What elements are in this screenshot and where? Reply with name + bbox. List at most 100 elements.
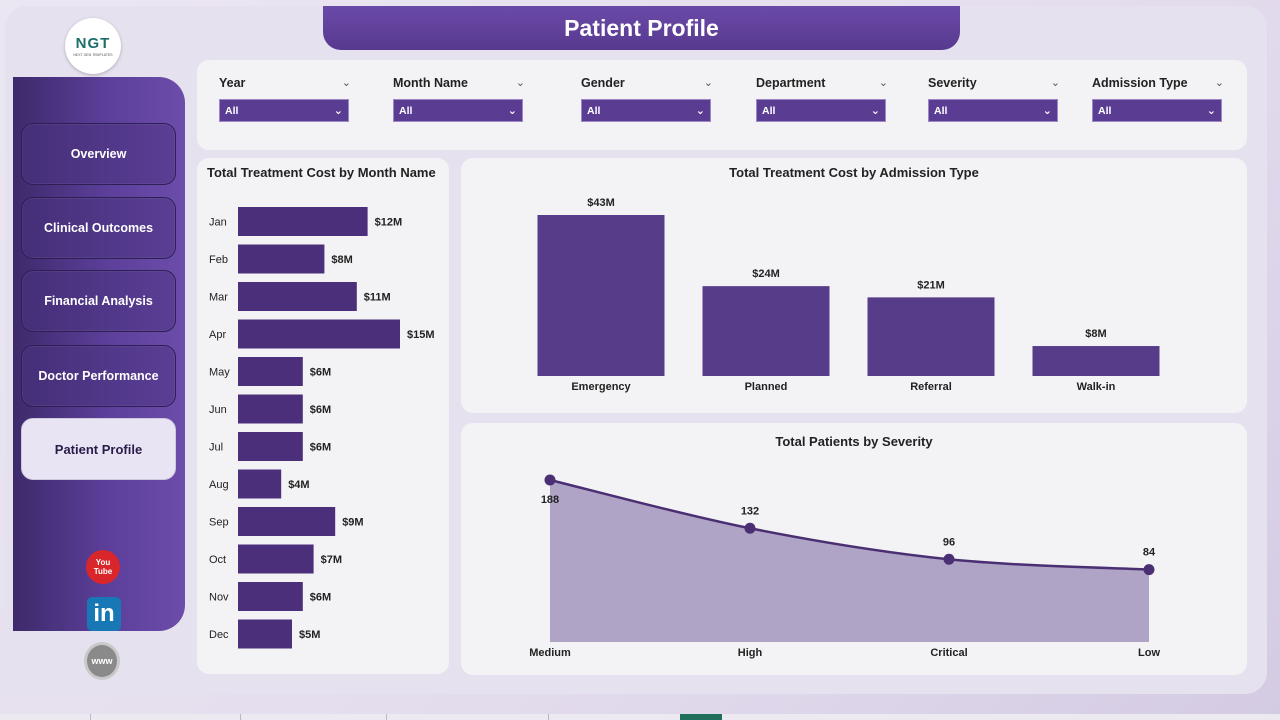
month-data-label: $7M [321,554,342,566]
month-bar [238,619,292,649]
chevron-down-icon[interactable]: ⌄ [878,77,888,89]
sidebar-item-financial-analysis[interactable]: Financial Analysis [21,270,176,332]
page-title: Patient Profile [323,6,960,50]
linkedin-icon[interactable]: in [86,596,122,632]
admission-cost-panel: Total Treatment Cost by Admission Type $… [461,158,1247,413]
filter-severity-value: All [934,104,948,117]
filter-department-select[interactable]: All ⌄ [756,99,886,122]
month-bar [238,582,303,611]
admission-cost-chart-title: Total Treatment Cost by Admission Type [729,165,979,180]
filter-department-value: All [762,104,776,117]
severity-point [544,474,556,486]
filter-department-label: Department [756,76,826,90]
month-data-label: $6M [310,592,331,604]
month-bar [238,469,282,499]
page-tab-strip [0,714,1280,720]
severity-data-label: 84 [1143,547,1156,559]
sidebar-item-patient-profile[interactable]: Patient Profile [21,418,176,480]
month-data-label: $15M [407,329,435,341]
month-cost-chart: Jan $12M Feb $8M Mar $11M Apr $15M May $6M Jun $6M J… [209,207,435,649]
logo: NGT NEXT GEN TEMPLATES [65,18,121,74]
chevron-down-icon[interactable]: ⌄ [1214,77,1224,89]
filter-year-value: All [225,104,239,117]
sidebar-item-overview[interactable]: Overview [21,123,176,185]
filter-gender-select[interactable]: All ⌄ [581,99,711,122]
month-bar [238,244,325,274]
filter-severity-select[interactable]: All ⌄ [928,99,1058,122]
month-bar [238,544,314,574]
severity-patients-chart-title: Total Patients by Severity [775,434,933,449]
filter-month-name-select[interactable]: All ⌄ [393,99,523,122]
admission-bar [702,286,830,376]
filter-admission-type-select[interactable]: All ⌄ [1092,99,1222,122]
filter-admission-type: Admission Type ⌄ All ⌄ [1092,72,1224,122]
sidebar-item-clinical-outcomes[interactable]: Clinical Outcomes [21,197,176,259]
filter-month-name-label: Month Name [393,76,468,90]
chevron-down-icon: ⌄ [507,105,517,117]
website-icon-text: www [84,642,120,680]
month-tick-label: Sep [209,517,229,529]
filter-gender: Gender ⌄ All ⌄ [581,72,713,122]
admission-bar [867,297,995,376]
severity-tick-label: Medium [529,647,571,659]
linkedin-icon-text: in [87,597,121,631]
filter-year-label: Year [219,76,246,90]
month-tick-label: Apr [209,329,226,341]
severity-patients-chart: 188 Medium 132 High 96 Critical 84 Low [529,474,1160,659]
admission-data-label: $21M [917,279,945,291]
admission-tick-label: Planned [745,381,788,393]
filter-month-name: Month Name ⌄ All ⌄ [393,72,525,122]
youtube-icon-text-top: You [95,558,111,567]
admission-tick-label: Emergency [571,381,631,393]
month-tick-label: May [209,367,230,379]
youtube-icon-text-bottom: Tube [93,567,113,576]
admission-data-label: $24M [752,268,780,280]
month-bar [238,207,368,236]
chevron-down-icon[interactable]: ⌄ [515,77,525,89]
filter-department: Department ⌄ All ⌄ [756,72,888,122]
month-tick-label: Jul [209,442,223,454]
filter-gender-value: All [587,104,601,117]
month-data-label: $6M [310,404,331,416]
month-data-label: $8M [331,254,352,266]
month-tick-label: Oct [209,554,226,566]
chevron-down-icon: ⌄ [870,105,880,117]
filter-month-name-value: All [399,104,413,117]
month-tick-label: Jun [209,404,227,416]
month-tick-label: Feb [209,254,228,266]
severity-patients-panel: Total Patients by Severity 188 Medium 132 H… [461,423,1247,675]
month-bar [238,394,303,424]
filter-year: Year ⌄ All ⌄ [219,72,351,122]
chevron-down-icon[interactable]: ⌄ [341,77,351,89]
severity-point [1143,564,1155,576]
youtube-icon[interactable]: You Tube [85,549,121,585]
severity-line [549,478,1150,571]
severity-point [744,522,756,534]
chevron-down-icon[interactable]: ⌄ [703,77,713,89]
filter-admission-type-label: Admission Type [1092,76,1188,90]
admission-bar [1032,346,1160,376]
website-globe-icon[interactable]: www [84,642,120,680]
chevron-down-icon[interactable]: ⌄ [1050,77,1060,89]
severity-tick-label: High [738,647,763,659]
filter-gender-label: Gender [581,76,625,90]
month-bar [238,282,357,311]
month-tick-label: Jan [209,217,227,229]
admission-data-label: $43M [587,197,615,209]
severity-data-label: 96 [943,536,955,548]
severity-area [550,480,1149,642]
admission-tick-label: Referral [910,381,952,393]
filter-year-select[interactable]: All ⌄ [219,99,349,122]
chevron-down-icon: ⌄ [333,105,343,117]
sidebar-item-doctor-performance[interactable]: Doctor Performance [21,345,176,407]
severity-point [943,553,955,565]
month-tick-label: Dec [209,629,229,641]
admission-tick-label: Walk-in [1077,381,1116,393]
active-page-tab[interactable] [680,714,722,720]
filter-severity-label: Severity [928,76,977,90]
month-cost-panel: Total Treatment Cost by Month Name Jan $1… [197,158,449,674]
month-bar [238,432,303,461]
admission-data-label: $8M [1085,328,1106,340]
month-bar [238,319,400,349]
month-data-label: $4M [288,479,309,491]
